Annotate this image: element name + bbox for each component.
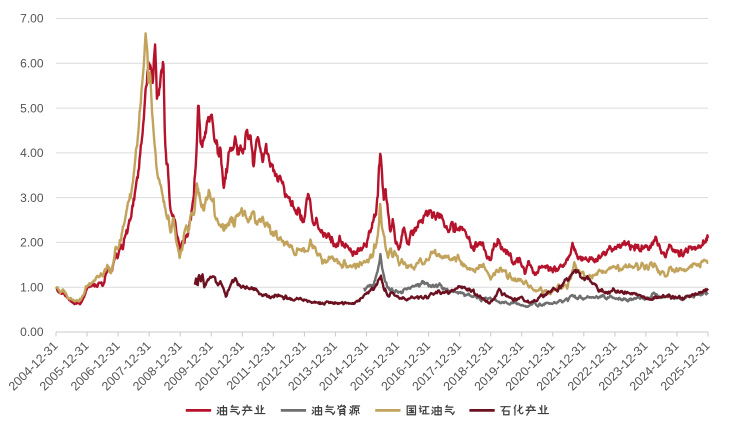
svg-text:5.00: 5.00 — [20, 101, 44, 115]
svg-text:4.00: 4.00 — [20, 146, 44, 160]
svg-text:6.00: 6.00 — [20, 57, 44, 71]
svg-text:2.00: 2.00 — [20, 236, 44, 250]
svg-text:0.00: 0.00 — [20, 325, 44, 339]
svg-text:3.00: 3.00 — [20, 191, 44, 205]
svg-text:7.00: 7.00 — [20, 12, 44, 26]
svg-text:1.00: 1.00 — [20, 280, 44, 294]
